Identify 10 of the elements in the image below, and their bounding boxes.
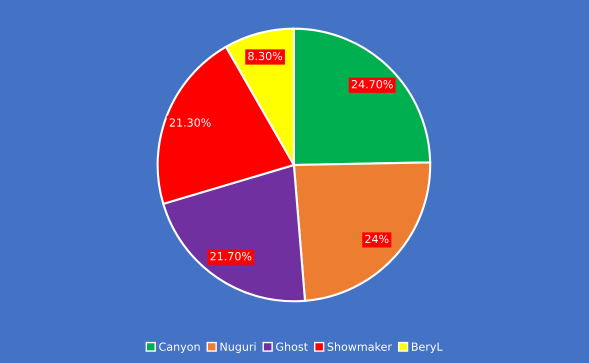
legend-label: Nuguri xyxy=(220,342,256,353)
legend-label: Canyon xyxy=(159,342,200,353)
data-label: 24.70% xyxy=(352,80,393,88)
data-label: 21.70% xyxy=(210,252,252,260)
legend-label: BeryL xyxy=(412,342,443,353)
legend-label: Ghost xyxy=(276,342,308,351)
data-label: 24% xyxy=(365,234,389,244)
data-label: 8.30% xyxy=(248,52,282,60)
legend-label: Showmaker xyxy=(328,342,392,351)
data-label: 21.30% xyxy=(170,118,211,127)
